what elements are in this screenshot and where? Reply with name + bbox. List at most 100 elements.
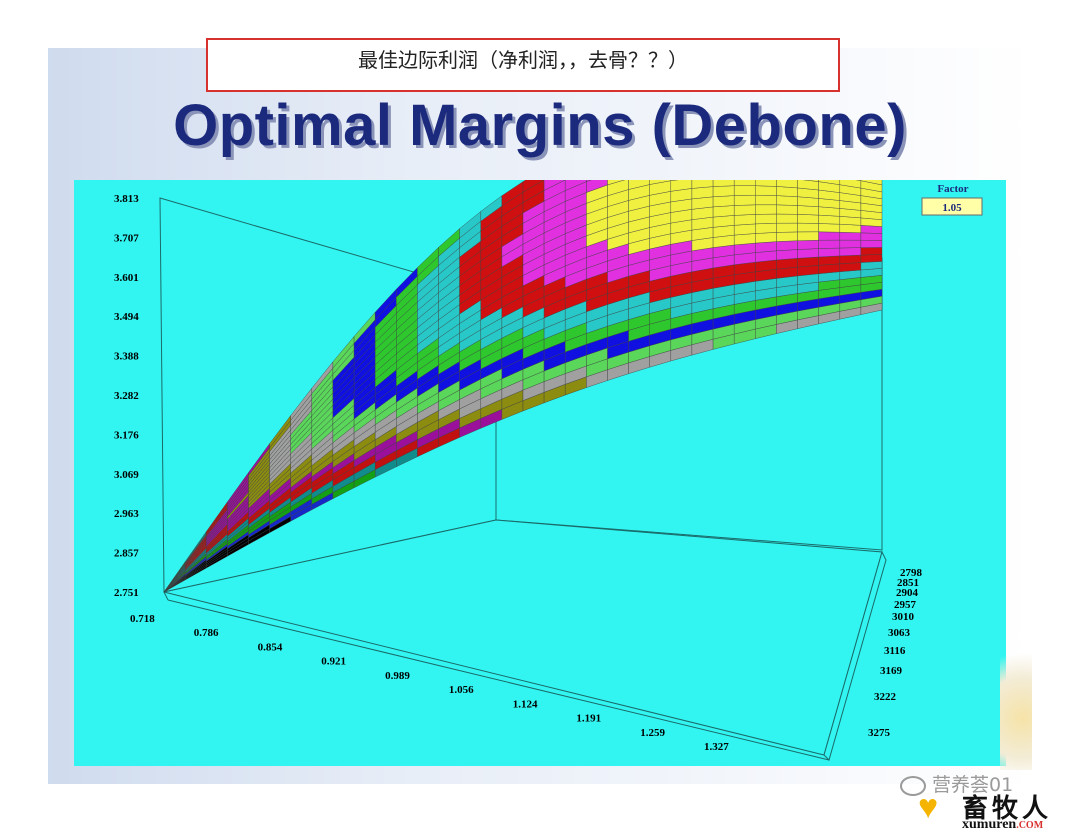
y-tick-label: 2957 xyxy=(894,599,917,611)
x-tick-label: 1.327 xyxy=(704,741,729,753)
z-tick-label: 3.601 xyxy=(114,272,139,284)
surface-cell xyxy=(776,186,798,197)
surface-cell xyxy=(522,180,545,203)
surface-cell xyxy=(691,186,714,200)
axis-corner xyxy=(163,591,169,601)
x-tick-label: 0.718 xyxy=(130,613,155,625)
surface-cell xyxy=(670,180,693,192)
surface-cell xyxy=(543,180,566,202)
surface-cell xyxy=(755,185,777,196)
surface-cell xyxy=(797,248,819,259)
y-tick-label: 2798 xyxy=(900,567,923,579)
z-tick-label: 3.069 xyxy=(114,469,139,481)
surface-cell xyxy=(734,214,756,226)
x-tick-label: 1.259 xyxy=(640,727,665,739)
surface-cell xyxy=(586,180,592,182)
surface-cell xyxy=(755,222,777,234)
x-axis-line xyxy=(167,599,830,761)
surface-cell xyxy=(797,256,819,268)
surface-cell xyxy=(856,180,862,181)
surface-cell xyxy=(839,231,862,241)
x-tick-label: 0.921 xyxy=(321,656,346,668)
surface-chart: 3.813 3.707 3.601 3.494 3.388 3.282 3.176 3.069… xyxy=(114,180,983,761)
surface-cell xyxy=(839,239,862,249)
surface-cell xyxy=(543,180,566,191)
logo-en-text: xumuren.COM xyxy=(962,817,1043,833)
logo-cn-text: 畜牧人 xyxy=(962,794,1053,824)
caption-text: 最佳边际利润（净利润，，去骨？？） xyxy=(358,48,688,72)
factor-value: 1.05 xyxy=(942,202,962,214)
x-tick-label: 0.854 xyxy=(258,641,283,653)
surface-cell xyxy=(818,231,840,241)
surface-cell xyxy=(860,247,883,256)
z-tick-label: 3.494 xyxy=(114,311,139,323)
surface-cell xyxy=(818,223,840,233)
x-tick-label: 0.989 xyxy=(385,670,410,682)
surface-cell xyxy=(734,204,756,216)
surface-cell xyxy=(818,247,840,258)
y-tick-label: 3169 xyxy=(880,665,903,677)
surface-cell xyxy=(818,214,840,225)
surface-mesh xyxy=(163,180,883,593)
z-tick-label: 3.176 xyxy=(114,429,139,441)
surface-cell xyxy=(712,195,735,208)
y-tick-label: 3010 xyxy=(892,611,915,623)
watermark: 营养荟01 xyxy=(900,770,1013,797)
slide-title: Optimal Margins (Debone) xyxy=(173,93,907,158)
logo-en-suffix: .COM xyxy=(1016,820,1044,831)
surface-cell xyxy=(755,213,777,225)
z-tick-label: 3.388 xyxy=(114,351,139,363)
chat-bubble-icon xyxy=(900,775,926,796)
surface-cell xyxy=(818,239,840,249)
caption-box: 最佳边际利润（净利润，，去骨？？） xyxy=(206,38,840,92)
factor-box: Factor 1.05 xyxy=(921,183,983,216)
factor-value-box xyxy=(921,197,983,216)
surface-cell xyxy=(797,214,819,224)
z-axis-ticks: 3.813 3.707 3.601 3.494 3.388 3.282 3.176 3.069… xyxy=(114,193,139,599)
watermark-text: 营养荟01 xyxy=(932,774,1014,796)
x-tick-label: 0.786 xyxy=(194,627,219,639)
surface-cell xyxy=(776,180,798,189)
floor-edge xyxy=(823,550,887,761)
heart-icon: ♥ xyxy=(918,788,939,826)
surface-cell xyxy=(839,223,862,234)
surface-cell xyxy=(803,180,819,182)
surface-cell xyxy=(860,239,883,248)
chart-panel: 3.813 3.707 3.601 3.494 3.388 3.282 3.176 3.069… xyxy=(74,180,1006,766)
surface-cell xyxy=(860,180,883,186)
surface-cell xyxy=(586,180,608,193)
surface-cell xyxy=(607,180,629,197)
y-tick-label: 3063 xyxy=(888,627,911,639)
z-tick-label: 3.707 xyxy=(114,232,139,244)
y-tick-label: 3275 xyxy=(868,727,891,739)
surface-cell xyxy=(607,180,625,186)
surface-cell xyxy=(522,180,545,193)
surface-cell xyxy=(860,254,883,263)
surface-cell xyxy=(776,240,798,252)
surface-cell xyxy=(755,232,777,244)
surface-cell xyxy=(776,249,798,261)
surface-cell xyxy=(755,180,777,187)
surface-cell xyxy=(734,223,756,236)
surface-cell xyxy=(797,205,819,216)
factor-label: Factor xyxy=(937,183,968,195)
surface-cell xyxy=(734,180,756,186)
z-tick-label: 2.857 xyxy=(114,548,139,560)
surface-cell xyxy=(776,213,798,224)
site-logo: ♥ 畜牧人 xumuren.COM xyxy=(918,788,1078,832)
y-tick-label: 2904 xyxy=(896,587,919,599)
surface-cell xyxy=(860,232,883,241)
logo-en-main: xumuren xyxy=(962,817,1017,832)
surface-cell xyxy=(818,180,840,185)
surface-cell xyxy=(734,185,756,196)
x-axis-ticks: 0.718 0.786 0.854 0.921 0.989 1.056 1.124 1.191… xyxy=(130,613,729,753)
surface-cell xyxy=(839,254,862,265)
surface-cell xyxy=(776,195,798,206)
surface-cell xyxy=(755,204,777,215)
surface-cell xyxy=(670,180,678,181)
y-tick-label: 3222 xyxy=(874,691,897,703)
surface-cell xyxy=(776,204,798,215)
surface-cell xyxy=(797,222,819,233)
y-tick-label: 2851 xyxy=(897,577,919,589)
